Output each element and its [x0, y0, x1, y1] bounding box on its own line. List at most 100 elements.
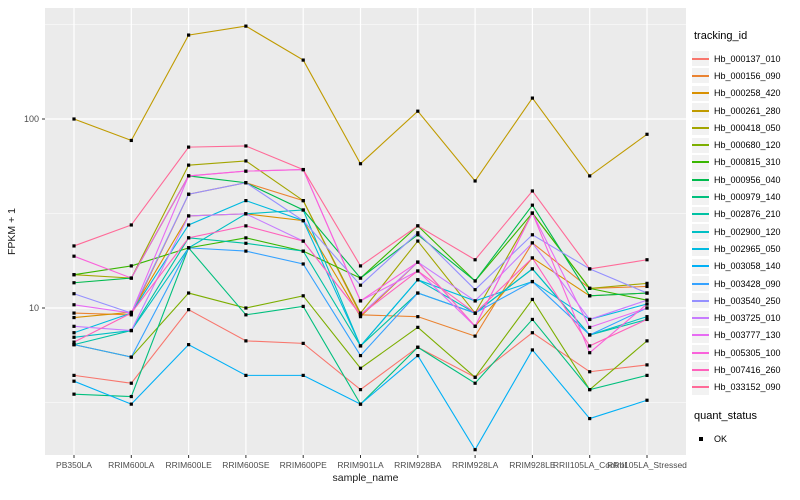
data-point	[72, 392, 76, 396]
data-point	[473, 279, 477, 283]
series-color-line	[692, 368, 709, 371]
series-color-line	[692, 282, 709, 285]
legend-item: Hb_000956_040	[692, 171, 798, 188]
legend-item-label: Hb_000156_090	[714, 70, 781, 81]
data-point	[129, 402, 133, 406]
data-point	[416, 260, 420, 264]
data-point	[301, 219, 305, 223]
data-point	[72, 303, 76, 307]
x-tick-label: RRIM600LA	[108, 460, 155, 470]
data-point	[187, 291, 191, 295]
data-point	[244, 144, 248, 148]
data-point	[244, 24, 248, 28]
data-point	[72, 315, 76, 320]
data-point	[588, 286, 592, 290]
series-color-line	[692, 144, 709, 147]
data-point	[129, 328, 133, 333]
data-point	[187, 33, 191, 37]
data-point	[473, 324, 477, 328]
x-tick-label: RRII105LA_Control	[553, 460, 627, 470]
x-tick-label: PB350LA	[56, 460, 92, 470]
data-point	[358, 353, 363, 358]
data-point	[645, 258, 649, 262]
legend-item-label: Hb_000979_140	[714, 192, 781, 203]
legend-item: Hb_000156_090	[692, 67, 798, 84]
legend-panel: tracking_id Hb_000137_010 Hb_000156_090 Hb…	[692, 30, 798, 447]
legend-item-label: Hb_002900_120	[714, 226, 781, 237]
legend-item: Hb_002900_120	[692, 223, 798, 240]
data-point	[244, 212, 248, 216]
quant-status-title: quant_status	[694, 409, 757, 422]
line-chart-canvas: 10 100 PB350LA RRIM600LA RRIM600LE RRIM600SE R…	[6, 8, 687, 484]
data-point	[473, 448, 477, 452]
legend-item: Hb_000261_280	[692, 102, 798, 119]
data-point	[187, 214, 191, 218]
data-point	[187, 145, 191, 149]
data-point	[244, 241, 248, 245]
data-point	[358, 276, 363, 280]
data-point	[530, 189, 534, 193]
data-point	[187, 223, 191, 227]
data-point	[244, 199, 248, 203]
data-point	[530, 331, 534, 335]
data-point	[244, 373, 248, 377]
series-color-line	[692, 178, 709, 181]
quant-status-item: OK	[692, 430, 798, 447]
legend-key-line-icon	[692, 379, 709, 395]
data-point	[72, 311, 76, 315]
series-color-line	[692, 299, 709, 302]
legend-item: Hb_000258_420	[692, 85, 798, 102]
data-point	[358, 283, 363, 287]
data-point	[72, 373, 76, 377]
x-tick-label: RRIM928BA	[394, 460, 442, 470]
series-color-line	[692, 334, 709, 337]
data-point	[72, 254, 76, 258]
data-point	[72, 335, 76, 339]
data-point	[530, 96, 534, 100]
data-point	[358, 366, 363, 370]
series-color-line	[692, 317, 709, 320]
legend-key-line-icon	[692, 154, 709, 170]
data-point	[416, 345, 420, 349]
data-point	[645, 132, 649, 136]
data-point	[301, 239, 305, 243]
legend-item-label: Hb_000815_310	[714, 157, 781, 168]
data-point	[358, 388, 363, 392]
legend-item-label: Hb_005305_100	[714, 347, 781, 358]
x-axis-title: sample_name	[333, 472, 399, 484]
data-point	[358, 264, 363, 268]
data-point	[244, 236, 248, 240]
data-point	[416, 278, 420, 282]
legend-item-label: Hb_000956_040	[714, 174, 781, 185]
data-point	[129, 313, 133, 317]
quant-status-label: OK	[714, 433, 728, 444]
data-point	[129, 264, 133, 268]
legend-item: Hb_000815_310	[692, 154, 798, 171]
data-point	[244, 224, 248, 228]
data-point	[645, 373, 649, 377]
legend-key-line-icon	[692, 206, 709, 222]
data-point	[530, 267, 534, 271]
legend-key-line-icon	[692, 120, 709, 136]
data-point	[473, 334, 477, 338]
series-color-line	[692, 230, 709, 233]
data-point	[588, 388, 592, 392]
data-point	[301, 167, 305, 172]
data-point	[588, 294, 592, 298]
data-point	[244, 159, 248, 163]
series-color-line	[692, 265, 709, 268]
data-point	[301, 249, 305, 253]
data-point	[72, 324, 76, 328]
x-tick-label: RRIM600PE	[280, 460, 328, 470]
data-point	[129, 138, 133, 143]
data-point	[645, 291, 649, 295]
legend-item: Hb_003777_130	[692, 327, 798, 344]
legend-key-line-icon	[692, 293, 709, 309]
data-point	[301, 58, 305, 62]
series-color-line	[692, 109, 709, 112]
data-point	[473, 311, 477, 315]
legend-key-line-icon	[692, 68, 709, 84]
legend-item-label: Hb_000261_280	[714, 105, 781, 116]
legend-key-line-icon	[692, 137, 709, 153]
data-point	[473, 288, 477, 292]
